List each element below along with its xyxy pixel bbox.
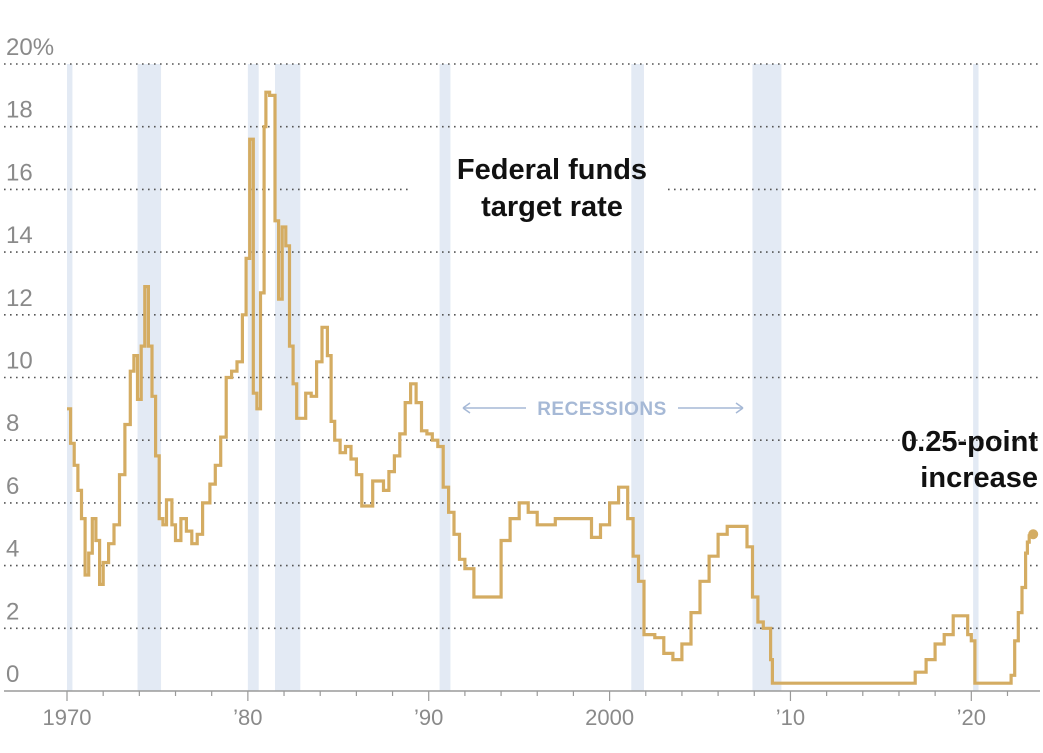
recessions-label-text: RECESSIONS — [537, 399, 667, 420]
y-tick-label: 4 — [6, 536, 19, 563]
recessions-arrow-left-icon — [462, 402, 471, 414]
y-tick-label: 12 — [6, 285, 33, 312]
x-tick-label: ’20 — [957, 705, 986, 730]
y-tick-label: 2 — [6, 598, 19, 625]
y-tick-label: 10 — [6, 348, 33, 375]
recessions-label: RECESSIONS — [462, 399, 744, 420]
recession-band-4 — [439, 64, 451, 691]
x-tick-label: 2000 — [585, 705, 634, 730]
chart-title-line-0: Federal funds — [457, 154, 647, 186]
y-tick-label: 14 — [6, 222, 33, 249]
recessions-arrow-right-icon — [735, 402, 744, 414]
chart-title-line-1: target rate — [481, 191, 623, 223]
x-axis: 1970 ’80 ’90 2000 ’10 ’20 — [4, 690, 1040, 730]
x-tick-label: ’90 — [414, 705, 443, 730]
gridlines — [4, 63, 1040, 630]
y-tick-label: 18 — [6, 97, 33, 124]
y-tick-label: 16 — [6, 159, 33, 186]
y-tick-label: 8 — [6, 410, 19, 437]
x-tick-label: ’80 — [233, 705, 262, 730]
y-tick-label: 20% — [6, 34, 54, 61]
recession-band-7 — [973, 64, 979, 691]
annotation-group: 0.25-point increase — [901, 426, 1038, 494]
recession-band-0 — [67, 64, 73, 691]
chart-title: Federal funds target rate — [457, 154, 647, 223]
annotation-line-0: 0.25-point — [901, 426, 1038, 458]
series-end-point — [1028, 529, 1039, 540]
annotation-line-1: increase — [920, 462, 1038, 494]
series-line-0 — [67, 90, 1031, 685]
recession-band-3 — [274, 64, 301, 691]
y-tick-label: 6 — [6, 473, 19, 500]
y-axis-tick-labels: 0 2 4 6 8 10 12 14 16 18 20% — [6, 34, 54, 688]
x-tick-label: ’10 — [776, 705, 805, 730]
series-line-group — [67, 90, 1039, 685]
y-tick-label: 0 — [6, 661, 19, 688]
x-tick-label: 1970 — [43, 705, 92, 730]
